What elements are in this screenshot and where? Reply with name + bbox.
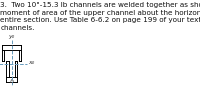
Text: channels.: channels. [0, 25, 35, 31]
Text: x₀: x₀ [28, 60, 34, 65]
Text: moment of area of the upper channel about the horizontal centroidal axis x₀ of t: moment of area of the upper channel abou… [0, 10, 200, 16]
Text: b: b [10, 79, 14, 84]
Text: entire section. Use Table 6-6.2 on page 199 of your textbook for the properties : entire section. Use Table 6-6.2 on page … [0, 17, 200, 23]
Text: 3.  Two 10"-15.3 lb channels are welded together as shown in the figure. Find th: 3. Two 10"-15.3 lb channels are welded t… [0, 2, 200, 8]
Text: y₀: y₀ [8, 34, 14, 39]
